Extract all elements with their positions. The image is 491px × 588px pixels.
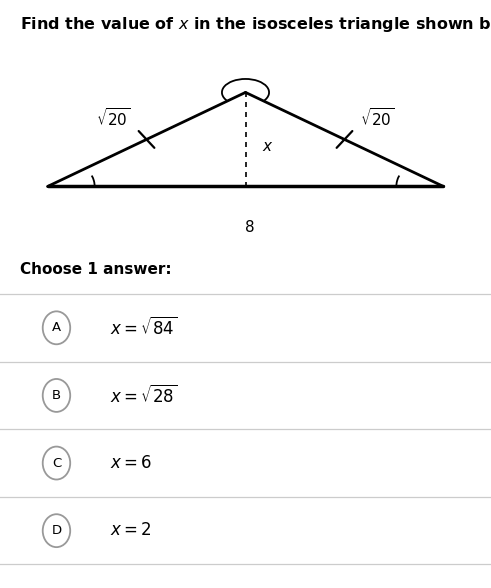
Text: $x = 2$: $x = 2$: [110, 522, 152, 539]
Text: $x$: $x$: [262, 140, 273, 154]
Text: $\sqrt{20}$: $\sqrt{20}$: [96, 108, 131, 129]
Text: C: C: [52, 456, 61, 470]
Text: $x = \sqrt{28}$: $x = \sqrt{28}$: [110, 385, 178, 406]
Text: 8: 8: [246, 220, 255, 235]
Text: A: A: [52, 321, 61, 335]
Text: $x = \sqrt{84}$: $x = \sqrt{84}$: [110, 317, 178, 339]
Text: B: B: [52, 389, 61, 402]
Text: Choose 1 answer:: Choose 1 answer:: [20, 262, 171, 277]
Text: Find the value of $x$ in the isosceles triangle shown below.: Find the value of $x$ in the isosceles t…: [20, 15, 491, 34]
Text: $\sqrt{20}$: $\sqrt{20}$: [360, 108, 395, 129]
Text: D: D: [52, 524, 61, 537]
Text: $x = 6$: $x = 6$: [110, 455, 153, 472]
